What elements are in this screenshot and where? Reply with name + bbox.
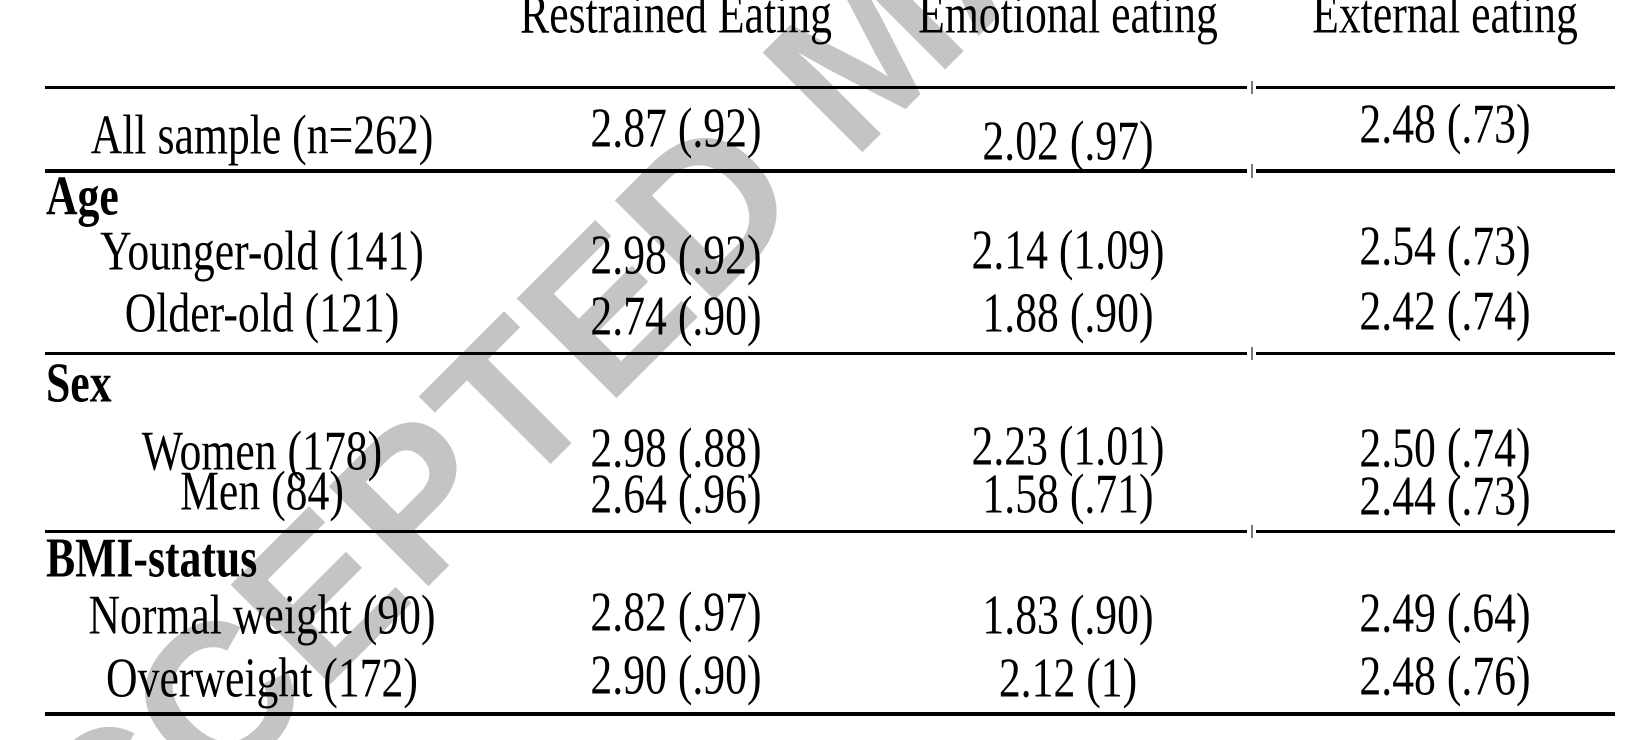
rule-junction-tick	[1251, 81, 1253, 94]
value-normal-weight-restrained: 2.82 (.97)	[590, 580, 762, 643]
value-older-old-emotional: 1.88 (.90)	[982, 281, 1154, 344]
value-younger-old-external: 2.54 (.73)	[1359, 214, 1531, 277]
row-label-all-sample: All sample (n=262)	[90, 103, 434, 166]
value-women-emotional: 2.23 (1.01)	[971, 414, 1165, 477]
value-younger-old-restrained: 2.98 (.92)	[590, 223, 762, 286]
row-label-older-old: Older-old (121)	[124, 281, 400, 344]
value-younger-old-emotional: 2.14 (1.09)	[971, 218, 1165, 281]
value-men-restrained: 2.64 (.96)	[590, 462, 762, 525]
column-header-emotional-eating: Emotional eating	[918, 0, 1218, 45]
value-normal-weight-emotional: 1.83 (.90)	[982, 583, 1154, 646]
rule-junction-tick	[1251, 525, 1253, 538]
value-all-sample-emotional: 2.02 (.97)	[982, 109, 1154, 172]
section-header-sex: Sex	[46, 351, 112, 414]
column-header-external-eating: External eating	[1312, 0, 1578, 45]
value-overweight-external: 2.48 (.76)	[1359, 644, 1531, 707]
column-header-restrained-eating: Restrained Eating	[520, 0, 832, 45]
section-header-bmi-status: BMI-status	[46, 526, 258, 589]
table-rule-after-age	[45, 352, 1615, 355]
table-rule-after-sex	[45, 530, 1615, 533]
value-older-old-restrained: 2.74 (.90)	[590, 284, 762, 347]
rule-junction-tick	[1251, 164, 1253, 178]
row-label-men: Men (84)	[180, 459, 344, 522]
value-normal-weight-external: 2.49 (.64)	[1359, 581, 1531, 644]
value-all-sample-external: 2.48 (.73)	[1359, 92, 1531, 155]
table-rule-top	[45, 86, 1615, 89]
section-header-age: Age	[46, 164, 119, 227]
table-rule-bottom	[45, 712, 1615, 716]
row-label-normal-weight: Normal weight (90)	[88, 583, 436, 646]
table-rule-after-all-sample	[45, 169, 1615, 173]
value-men-emotional: 1.58 (.71)	[982, 462, 1154, 525]
rule-junction-tick	[1251, 347, 1253, 360]
value-overweight-restrained: 2.90 (.90)	[590, 643, 762, 706]
value-women-external: 2.50 (.74)	[1359, 416, 1531, 479]
row-label-younger-old: Younger-old (141)	[100, 219, 424, 282]
value-women-restrained: 2.98 (.88)	[590, 416, 762, 479]
value-older-old-external: 2.42 (.74)	[1359, 279, 1531, 342]
value-all-sample-restrained: 2.87 (.92)	[590, 96, 762, 159]
value-overweight-emotional: 2.12 (1)	[998, 646, 1138, 709]
row-label-women: Women (178)	[141, 419, 383, 482]
row-label-overweight: Overweight (172)	[106, 646, 418, 709]
value-men-external: 2.44 (.73)	[1359, 464, 1531, 527]
